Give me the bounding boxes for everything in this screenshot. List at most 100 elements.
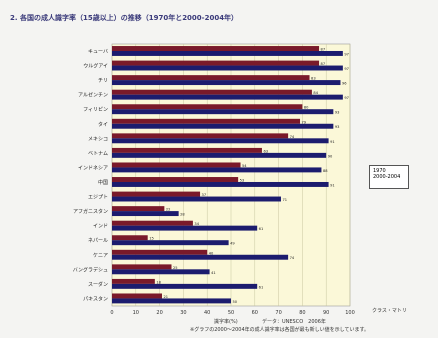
bar (112, 109, 334, 115)
category-label: エジプト (88, 195, 108, 201)
data-label: 18 (156, 280, 161, 284)
data-label: 22 (166, 208, 171, 212)
x-tick-label: 60 (252, 310, 258, 316)
axis-unit-label: 識字率(%) (214, 319, 238, 325)
source-short: クラス・マトリ (372, 308, 407, 314)
category-label: バングラデシュ (73, 266, 108, 273)
category-label: フィリピン (83, 107, 108, 113)
category-label: ウルグアイ (83, 63, 108, 70)
data-label: 93 (335, 125, 340, 129)
bar (112, 211, 179, 217)
data-label: 96 (342, 82, 347, 86)
data-label: 87 (321, 47, 326, 51)
bar (112, 123, 334, 129)
bar (112, 206, 165, 212)
data-label: 61 (259, 285, 264, 289)
bar (112, 75, 310, 81)
data-label: 97 (344, 52, 349, 56)
x-tick-label: 50 (228, 310, 234, 316)
page-title: 2. 各国の成人識字率（15歳以上）の推移（1970年と2000-2004年） (10, 14, 239, 22)
data-label: 91 (330, 140, 335, 144)
category-label: 中国 (98, 179, 108, 186)
bar (112, 191, 201, 197)
x-tick-label: 90 (323, 310, 329, 316)
x-tick-label: 70 (275, 310, 281, 316)
bar (112, 235, 148, 241)
bar (112, 65, 343, 71)
bar (112, 118, 301, 124)
data-label: 40 (209, 251, 214, 255)
bar (112, 50, 343, 56)
bar (112, 167, 322, 173)
data-label: 50 (233, 300, 238, 304)
bar (112, 177, 239, 182)
x-tick-label: 80 (299, 310, 305, 316)
bar (112, 298, 231, 304)
data-label: 91 (330, 183, 335, 187)
data-label: 79 (302, 120, 307, 124)
data-label: 74 (290, 256, 295, 260)
data-label: 15 (149, 237, 154, 241)
data-label: 61 (259, 227, 264, 231)
bar (112, 80, 341, 86)
bar (112, 240, 229, 246)
data-label: 28 (180, 213, 185, 217)
data-label: 83 (311, 77, 316, 81)
data-label: 41 (211, 271, 216, 275)
bar (112, 278, 155, 284)
category-label: チリ (98, 78, 108, 84)
bar (112, 60, 320, 66)
bar (112, 133, 289, 139)
data-label: 37 (202, 193, 207, 197)
bar (112, 162, 241, 168)
bar (112, 46, 320, 51)
x-tick-label: 20 (156, 310, 162, 316)
data-label: 97 (344, 67, 349, 71)
data-label: 25 (173, 266, 178, 270)
data-label: 97 (344, 96, 349, 100)
data-label: 71 (282, 198, 287, 202)
bar (112, 264, 172, 270)
x-tick-label: 10 (133, 310, 139, 316)
data-label: 74 (290, 135, 295, 139)
category-label: パキスタン (83, 295, 108, 302)
source-line-2: ※グラフの2000〜2004年の成人識字率は各国が最も新しい値を示しています。 (190, 327, 369, 333)
bar (112, 283, 258, 289)
bar (112, 249, 208, 255)
bar (112, 220, 193, 226)
category-label: メキシコ (88, 136, 108, 142)
data-label: 93 (335, 111, 340, 115)
category-label: アフガニスタン (73, 208, 108, 215)
x-tick-label: 0 (110, 310, 113, 316)
data-label: 21 (163, 295, 168, 299)
category-label: ケニア (93, 252, 108, 259)
category-label: キューバ (88, 49, 108, 55)
legend-item-1970: 1970 (373, 168, 386, 174)
data-label: 90 (328, 154, 333, 158)
bar (112, 138, 329, 144)
x-tick-label: 40 (204, 310, 210, 316)
bar (112, 181, 329, 187)
source-line-1: データ：UNESCO 2006年 (262, 319, 326, 325)
bar (112, 94, 343, 100)
category-label: アルゼンチン (78, 92, 108, 99)
x-tick-label: 100 (345, 310, 355, 316)
bar (112, 147, 262, 153)
bar (112, 152, 327, 158)
bar (112, 196, 281, 202)
data-label: 53 (240, 178, 245, 182)
data-label: 84 (313, 91, 318, 95)
bar (112, 269, 210, 275)
category-label: ネパール (88, 238, 108, 244)
data-label: 63 (263, 149, 268, 153)
data-label: 49 (230, 242, 235, 246)
category-label: インドネシア (78, 165, 108, 171)
bar (112, 89, 312, 95)
data-label: 88 (323, 169, 328, 173)
data-label: 34 (194, 222, 199, 226)
data-label: 54 (242, 164, 247, 168)
legend-item-recent: 2000-2004 (373, 174, 401, 180)
x-tick-label: 30 (180, 310, 186, 316)
